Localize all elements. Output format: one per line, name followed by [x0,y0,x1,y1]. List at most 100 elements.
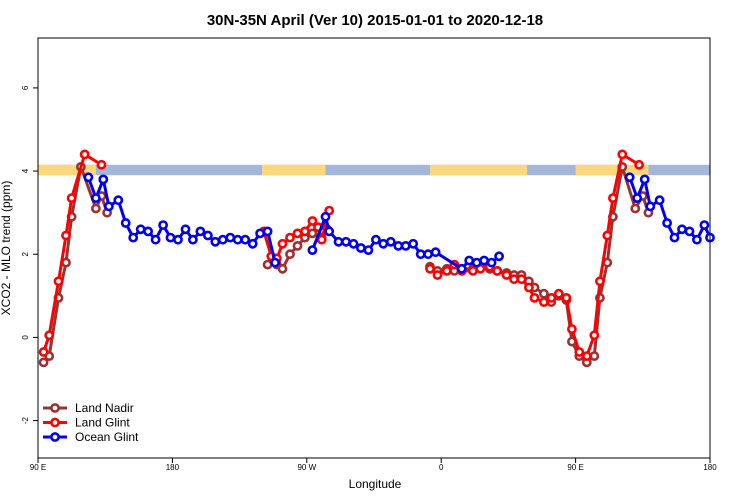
data-point [408,238,419,249]
data-point [645,201,656,212]
data-point [38,357,49,368]
data-point [44,330,55,341]
data-point [677,224,687,235]
data-point [400,240,411,251]
data-point [143,226,153,237]
data-point [467,265,478,276]
series-line [86,176,277,263]
data-point [104,201,114,212]
data-point [630,203,641,214]
data-point [299,226,310,237]
land-band-segment [430,164,528,176]
legend-item-land-glint: Land Glint [43,416,130,430]
data-point [262,226,273,237]
data-point [501,270,512,280]
data-point [524,282,534,293]
land-ocean-band [38,164,710,176]
series-group [38,149,715,368]
data-point [602,230,613,241]
data-point [516,274,527,285]
legend-swatch-marker [50,432,60,442]
data-point [432,270,443,280]
data-point [195,226,206,237]
data-point [464,255,475,266]
data-point [639,174,650,185]
data-point [441,265,452,276]
x-tick-label: 180 [703,463,717,472]
y-tick-label: 2 [21,251,30,256]
legend-item-land-nadir: Land Nadir [43,401,134,415]
series-line [628,176,712,242]
data-point [210,236,221,247]
data-point [165,232,176,243]
data-point [38,347,49,357]
plot-frame [37,37,711,459]
data-point [479,255,489,266]
data-point [539,297,549,307]
y-axis-label: XCO2 - MLO trend (ppm) [0,181,13,316]
series-line [42,152,103,353]
land-band-segment [262,164,326,176]
land-band-segment [38,164,96,176]
legend-label: Land Nadir [75,401,134,415]
data-point [385,236,396,247]
x-axis-label: Longitude [349,477,402,491]
data-point [285,249,295,260]
y-tick-label: 4 [21,168,30,173]
x-tick-label: 90 E [30,463,46,472]
data-point [316,234,327,245]
data-point [567,324,577,334]
data-point [292,240,303,251]
x-tick-label: 90 E [567,463,583,472]
legend-label: Land Glint [75,416,130,430]
data-point [662,218,672,228]
land-band-segment [575,164,649,176]
data-point [608,193,618,203]
data-point [341,236,351,247]
x-tick-label: 90 W [297,463,316,472]
data-point [113,195,124,206]
data-point [180,224,191,235]
data-point [574,347,585,357]
data-point [553,288,564,299]
data-point [378,238,389,249]
chart-title: 30N-35N April (Ver 10) 2015-01-01 to 202… [207,12,543,29]
y-axis: -2 0 2 4 6 [21,85,38,424]
data-point [307,216,318,226]
y-tick-label: 0 [21,335,30,340]
data-point [617,149,628,160]
data-point [255,228,265,239]
data-point [581,351,592,361]
legend-item-ocean-glint: Ocean Glint [43,430,139,444]
data-point [624,172,635,183]
data-point [277,238,288,249]
data-point [363,245,374,255]
series-land-nadir [38,161,654,368]
data-point [285,232,295,243]
data-point [529,292,540,303]
data-point [486,257,497,268]
data-point [262,259,273,270]
ocean-band [38,164,710,176]
data-point [492,265,503,276]
data-point [91,203,101,214]
data-point [423,249,433,260]
x-tick-label: 0 [439,463,444,472]
data-point [150,234,161,245]
data-point [247,238,258,249]
data-point [79,149,90,160]
data-point [632,193,643,203]
data-point [699,220,710,230]
data-point [320,211,331,222]
data-point [187,234,198,245]
x-axis: 90 E 180 90 W 0 90 E 180 [30,458,717,472]
data-point [61,230,71,241]
y-tick-label: -2 [21,416,30,424]
data-point [370,234,381,245]
data-point [270,257,280,268]
data-point [53,276,64,287]
data-point [98,174,109,185]
data-point [456,263,467,274]
